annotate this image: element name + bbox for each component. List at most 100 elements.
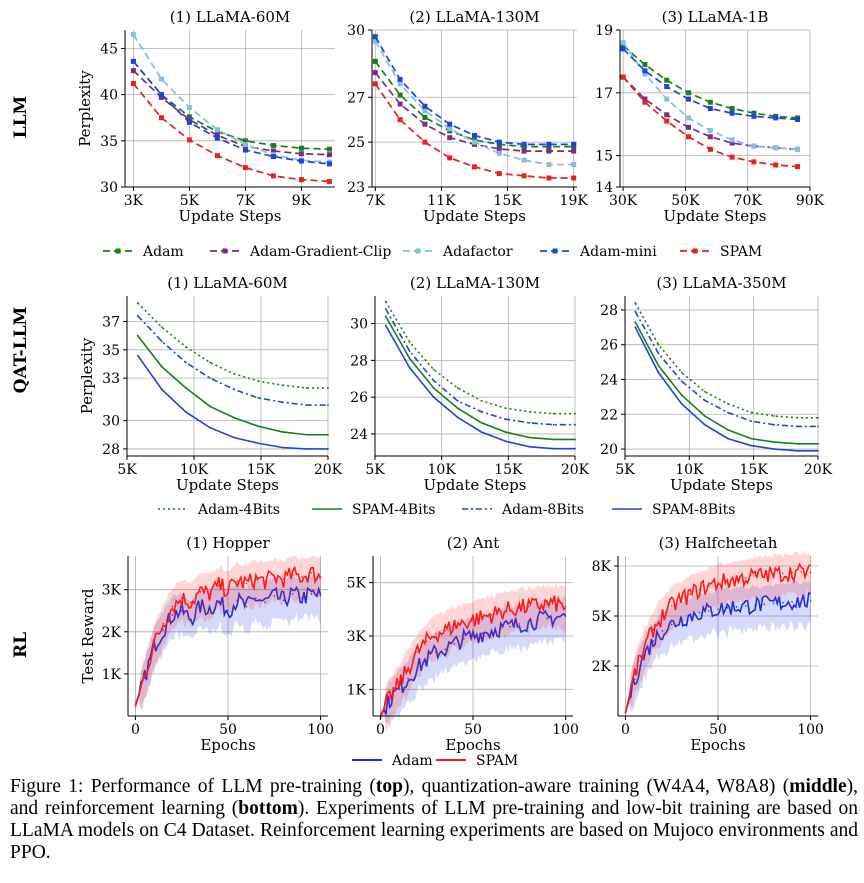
data-point-2-5 (233, 416, 236, 419)
data-point-5-5 (242, 165, 248, 171)
data-point-4-3 (185, 411, 187, 414)
data-point-3-9 (795, 146, 801, 152)
data-point-2-8 (689, 593, 692, 596)
data-point-2-18 (292, 574, 294, 576)
data-point-1-4 (209, 361, 211, 364)
data-point-4-6 (750, 444, 752, 447)
y-tick-label: 35 (102, 343, 120, 359)
y-tick-label: 26 (350, 390, 368, 406)
data-point-2-9 (571, 148, 577, 154)
data-point-2-7 (435, 632, 437, 635)
data-point-1-1 (136, 302, 139, 304)
x-tick-label: 30K (609, 193, 638, 209)
data-point-4-3 (680, 402, 683, 405)
x-tick-label: 50K (671, 193, 700, 209)
data-point-2-8 (546, 148, 552, 154)
chart-panel-7: 0 50 100 1K 2K 3K (1) Hopper Epochs Test Reward (79, 534, 334, 754)
data-point-2-7 (680, 598, 682, 601)
data-point-3-6 (750, 420, 752, 423)
legend-marker (115, 248, 121, 254)
series-group (624, 551, 812, 719)
data-point-1-6 (670, 623, 673, 626)
data-point-2-21 (809, 571, 812, 574)
x-tick-label: 9K (292, 193, 312, 209)
data-point-4-4 (456, 416, 459, 419)
data-point-3-9 (571, 162, 577, 168)
data-point-1-2 (388, 699, 391, 701)
data-point-2-13 (735, 578, 738, 581)
y-tick-label: 30 (100, 180, 118, 196)
y-tick-label: 1K (102, 667, 122, 683)
data-point-4-5 (727, 437, 729, 440)
data-point-3-7 (521, 157, 527, 163)
data-point-1-10 (462, 637, 465, 640)
data-point-2-16 (763, 574, 766, 576)
series-line-3 (137, 315, 328, 406)
data-point-1-1 (620, 43, 626, 49)
data-point-1-6 (504, 407, 507, 410)
data-point-4-8 (796, 449, 799, 452)
series-group (136, 302, 329, 450)
legend-llm-item-5: SPAM (680, 244, 762, 260)
series-line-4 (622, 48, 798, 121)
legend-rl-item-2: SPAM (436, 753, 518, 769)
data-point-4-4 (209, 426, 211, 429)
data-point-5-6 (729, 154, 735, 160)
chart-panel-8: 0 50 100 1K 3K 5K (2) Ant Epochs (347, 534, 579, 754)
data-point-2-4 (214, 132, 220, 138)
data-point-1-16 (273, 595, 276, 597)
data-point-1-12 (236, 599, 239, 602)
data-point-5-3 (422, 139, 428, 145)
data-point-5-3 (664, 118, 670, 124)
data-point-2-4 (209, 405, 211, 408)
y-tick-label: 23 (347, 180, 365, 196)
x-tick-label: 20K (804, 462, 833, 478)
data-point-2-1 (130, 68, 136, 74)
data-point-1-12 (726, 606, 729, 609)
data-point-3-8 (796, 425, 799, 428)
series-band-2 (625, 551, 811, 718)
series-line-5 (622, 76, 798, 168)
data-point-4-8 (546, 141, 552, 147)
data-point-3-3 (422, 108, 428, 114)
data-point-2-3 (643, 648, 645, 651)
data-point-2-3 (664, 112, 670, 118)
data-point-4-8 (305, 448, 308, 450)
data-point-4-7 (298, 158, 304, 164)
figure-panels: LLM QAT-LLM RL 3K 5K 7K 9K 30 35 40 45 (1) LLaMA… (11, 8, 833, 769)
chart-panel-2: 7K 11K 15K 19K 23 25 27 30 (2) LLaMA-130M Update … (347, 8, 588, 225)
series-line-2 (624, 562, 812, 713)
data-point-3-2 (657, 352, 660, 355)
data-point-3-8 (546, 162, 552, 168)
x-tick-label: 70K (734, 193, 763, 209)
legend-qat-item-3: Adam-8Bits (462, 502, 584, 518)
y-tick-label: 40 (100, 88, 118, 104)
row-label-llm: LLM (11, 95, 31, 138)
x-tick-label: 10K (180, 462, 209, 478)
data-point-5-9 (571, 175, 577, 181)
data-point-4-3 (186, 119, 192, 125)
chart-panel-1: 3K 5K 7K 9K 30 35 40 45 (1) LLaMA-60M Update Step… (76, 8, 335, 225)
data-point-2-12 (481, 616, 484, 619)
data-point-5-7 (521, 173, 527, 179)
data-point-2-18 (537, 604, 539, 607)
data-point-2-9 (208, 593, 211, 595)
data-point-3-7 (751, 143, 757, 149)
data-point-4-5 (472, 132, 477, 138)
data-point-5-8 (326, 178, 332, 184)
data-point-2-10 (707, 585, 710, 587)
data-point-1-3 (432, 368, 435, 371)
y-axis-label: Perplexity (78, 337, 96, 414)
data-point-1-7 (680, 618, 682, 621)
caption-bold-middle: middle (789, 776, 847, 797)
data-point-1-2 (657, 343, 660, 346)
data-point-1-16 (518, 623, 521, 625)
x-axis-label: Update Steps (670, 476, 773, 494)
data-point-4-5 (233, 436, 236, 439)
y-tick-label: 37 (102, 314, 120, 330)
data-point-3-6 (729, 137, 735, 143)
y-tick-label: 28 (600, 303, 618, 319)
chart-panel-4: 5K 10K 15K 20K 28 30 33 35 37 (1) LLaMA-60M Update… (78, 274, 343, 494)
data-point-3-8 (773, 145, 779, 151)
caption-bold-bottom: bottom (238, 798, 298, 819)
